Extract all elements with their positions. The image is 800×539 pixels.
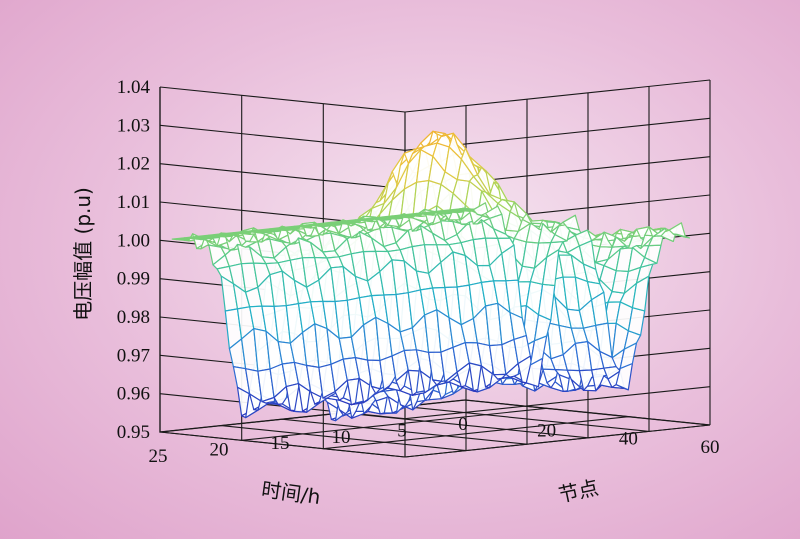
surface-patch bbox=[672, 233, 691, 239]
axis-ticks: 0.95 0.96 0.97 0.98 0.99 1.00 1.01 1.02 1.03 1.04… bbox=[117, 77, 720, 467]
y-tick-label: 5 bbox=[397, 420, 407, 441]
z-tick-label: 0.98 bbox=[117, 307, 150, 328]
x-tick-label: 40 bbox=[619, 429, 638, 450]
y-tick-label: 0 bbox=[458, 414, 468, 435]
z-tick-label: 1.00 bbox=[117, 230, 150, 251]
z-tick-label: 1.03 bbox=[117, 115, 150, 136]
y-axis-label: 时间/h bbox=[260, 477, 322, 509]
x-axis-label: 节点 bbox=[556, 475, 600, 507]
z-tick-label: 1.04 bbox=[117, 77, 151, 98]
z-tick-label: 0.99 bbox=[117, 269, 150, 290]
y-tick-label: 10 bbox=[332, 427, 351, 448]
x-tick-label: 20 bbox=[537, 420, 556, 441]
z-tick-label: 0.97 bbox=[117, 345, 150, 366]
z-tick-label: 0.95 bbox=[117, 422, 150, 443]
z-tick-label: 1.02 bbox=[117, 154, 150, 175]
z-axis-label: 电压幅值 (p.u) bbox=[71, 187, 95, 321]
y-tick-label: 20 bbox=[210, 440, 229, 461]
z-tick-label: 1.01 bbox=[117, 192, 150, 213]
z-tick-label: 0.96 bbox=[117, 384, 150, 405]
y-tick-label: 15 bbox=[271, 433, 290, 454]
x-tick-label: 60 bbox=[701, 437, 720, 458]
y-tick-label: 25 bbox=[149, 446, 168, 467]
voltage-surface bbox=[171, 130, 691, 422]
